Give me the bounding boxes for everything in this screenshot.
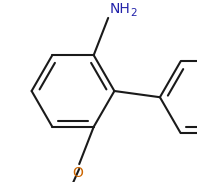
- Text: 2: 2: [130, 8, 136, 18]
- Text: O: O: [72, 166, 83, 180]
- Text: NH: NH: [109, 2, 130, 16]
